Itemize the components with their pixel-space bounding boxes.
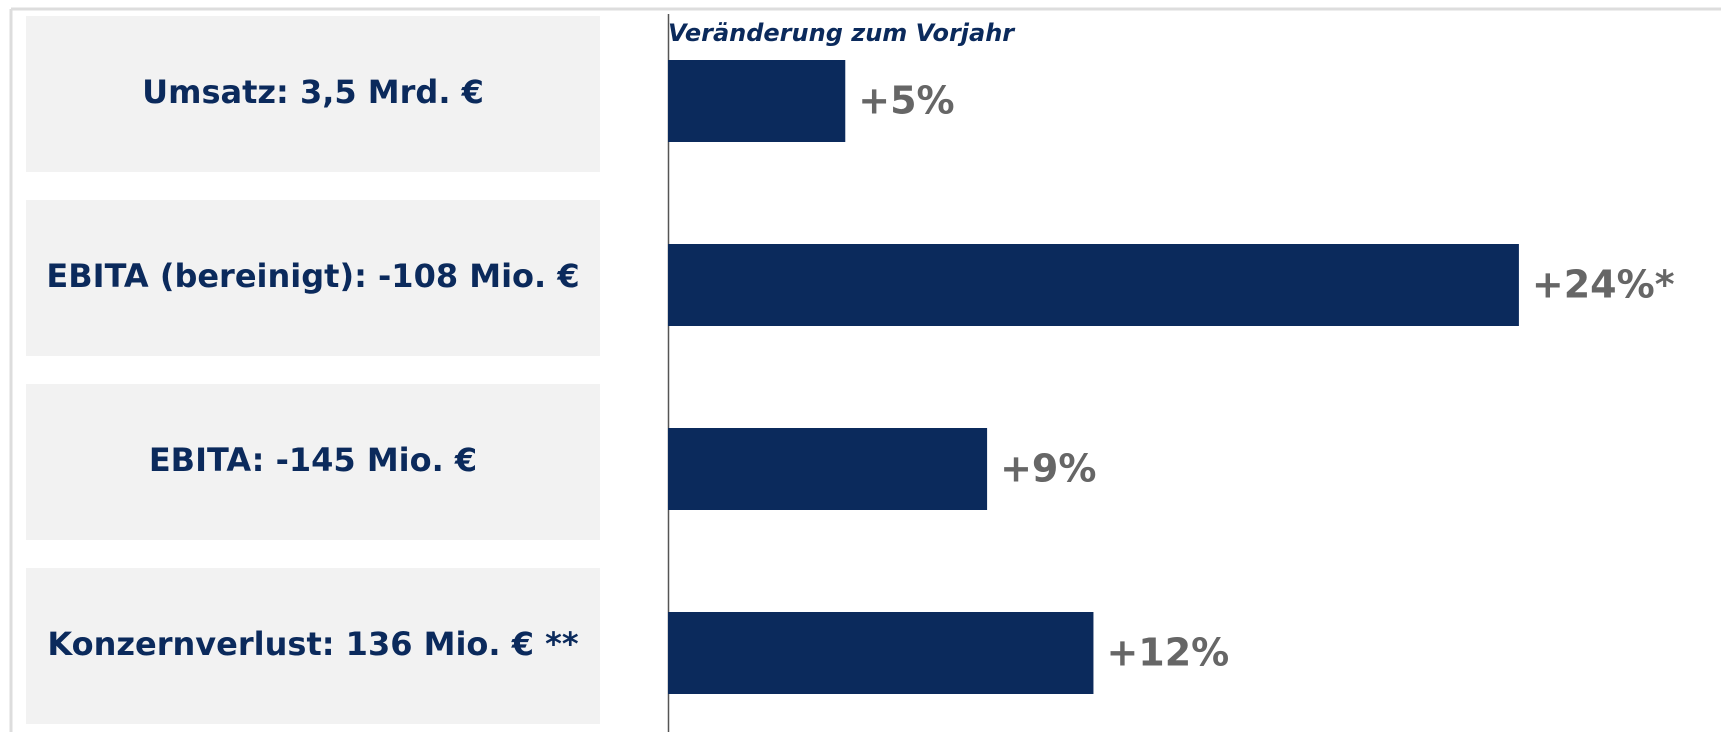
category-box: [26, 384, 600, 540]
category-label: EBITA (bereinigt): -108 Mio. €: [46, 257, 579, 295]
bar: [668, 244, 1519, 326]
category-box: [26, 16, 600, 172]
value-label: +9%: [1000, 447, 1096, 491]
value-label: +5%: [858, 79, 954, 123]
value-label: +12%: [1106, 631, 1229, 675]
bar: [668, 60, 846, 142]
bar: [668, 428, 988, 510]
category-label: EBITA: -145 Mio. €: [149, 441, 477, 479]
chart-title: Veränderung zum Vorjahr: [668, 19, 1016, 47]
category-label: Umsatz: 3,5 Mrd. €: [142, 73, 484, 111]
bar: [668, 612, 1094, 694]
category-label: Konzernverlust: 136 Mio. € **: [47, 625, 578, 663]
value-label: +24%*: [1532, 263, 1675, 307]
category-box: [26, 568, 600, 724]
category-box: [26, 200, 600, 356]
